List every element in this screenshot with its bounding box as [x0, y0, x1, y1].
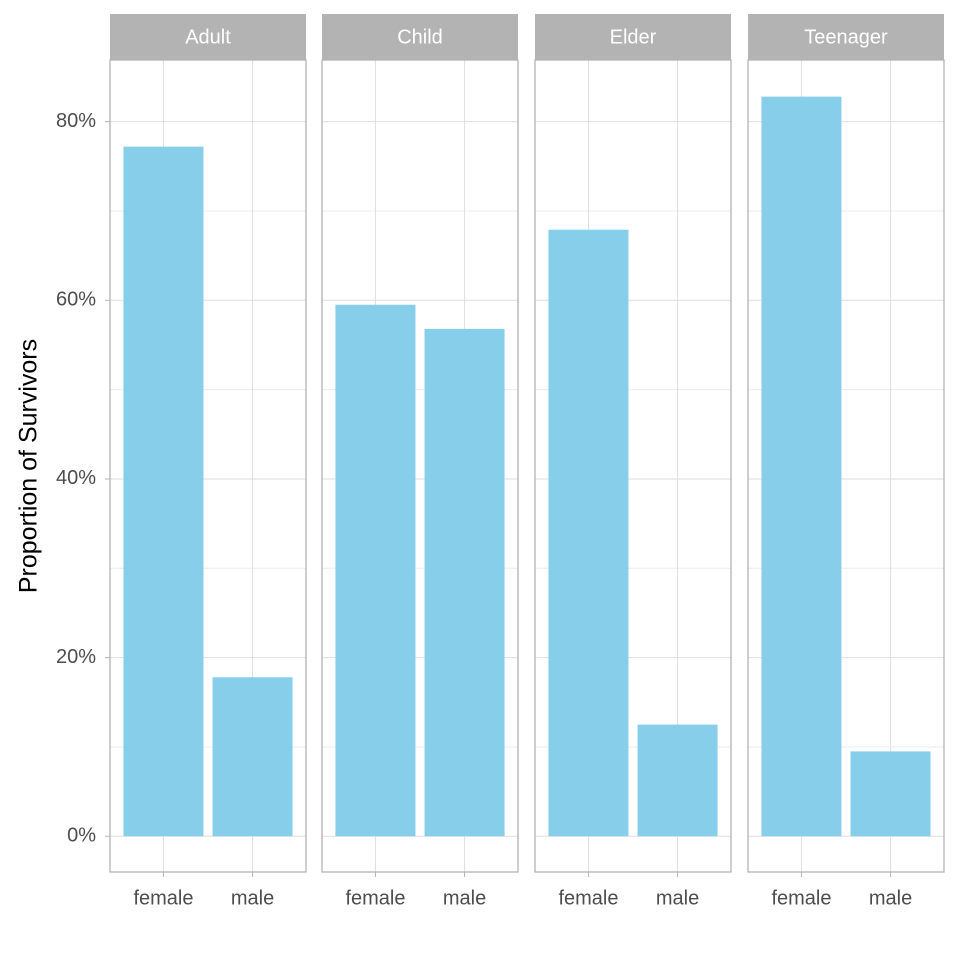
x-tick-label: male: [231, 887, 274, 909]
strip: [110, 14, 306, 60]
panel-border: [109, 59, 307, 873]
panel-border: [534, 59, 732, 873]
panel-border: [321, 59, 519, 873]
x-tick-label: male: [443, 887, 486, 909]
x-tick-label: female: [558, 887, 618, 909]
strip: [748, 14, 944, 60]
strip: [535, 14, 731, 60]
facet-label: Teenager: [804, 26, 888, 48]
facet-label: Child: [397, 26, 443, 48]
y-tick-label: 0%: [67, 825, 96, 847]
facet-label: Elder: [610, 26, 657, 48]
bar: [212, 677, 293, 837]
y-tick-label: 80%: [56, 110, 96, 132]
x-tick-label: female: [345, 887, 405, 909]
bar: [548, 229, 629, 837]
y-tick-label: 40%: [56, 467, 96, 489]
x-tick-label: female: [771, 887, 831, 909]
bar: [123, 146, 204, 837]
panel-border: [747, 59, 945, 873]
strip: [322, 14, 518, 60]
x-tick-label: male: [869, 887, 912, 909]
y-tick-label: 20%: [56, 646, 96, 668]
bar: [850, 751, 931, 837]
y-axis-label: Proportion of Survivors: [15, 339, 43, 593]
bar: [424, 328, 505, 837]
x-tick-label: female: [133, 887, 193, 909]
bar: [761, 96, 842, 837]
facet-label: Adult: [185, 26, 231, 48]
bar: [637, 724, 718, 837]
bar: [335, 304, 416, 837]
y-tick-label: 60%: [56, 289, 96, 311]
x-tick-label: male: [656, 887, 699, 909]
